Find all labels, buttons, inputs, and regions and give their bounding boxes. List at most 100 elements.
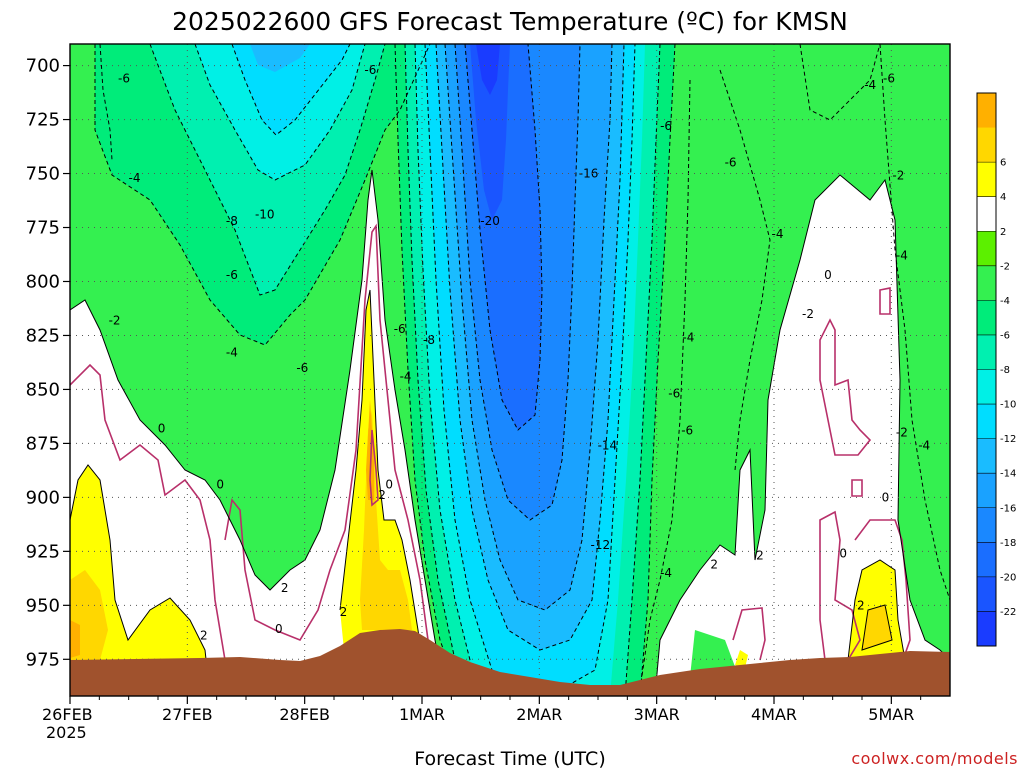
zero-contour-right-d xyxy=(732,607,766,661)
y-tick-label: 925 xyxy=(26,541,60,562)
contour-label: -6 xyxy=(883,72,895,86)
y-tick-label: 700 xyxy=(26,56,60,77)
isotherm-i xyxy=(435,44,625,651)
contour-label: -2 xyxy=(109,313,121,327)
contour-label: -6 xyxy=(364,63,376,77)
x-tick-label: 5MAR xyxy=(868,705,914,724)
contour-label: -4 xyxy=(772,227,784,241)
field-minus24-trough xyxy=(476,44,500,95)
colorbar-swatch xyxy=(977,162,996,198)
colorbar-swatch xyxy=(977,369,996,405)
contour-label: -2 xyxy=(892,169,904,183)
y-tick-label: 725 xyxy=(26,110,60,131)
y-tick-label: 750 xyxy=(26,164,60,185)
contour-label: -6 xyxy=(118,72,130,86)
contour-label: -20 xyxy=(480,214,500,228)
colorbar-label: -16 xyxy=(1000,503,1016,514)
contour-label: -4 xyxy=(918,439,930,453)
isotherm-a xyxy=(94,44,431,346)
colorbar-swatch xyxy=(977,127,996,163)
isotherm-s xyxy=(99,44,113,161)
negative-isotherms xyxy=(94,44,950,696)
colorbar-label: -8 xyxy=(1000,365,1010,376)
y-tick-label: 900 xyxy=(26,487,60,508)
contour-label: 2 xyxy=(378,488,386,502)
contour-label: -8 xyxy=(423,333,435,347)
colorbar-swatch xyxy=(977,231,996,267)
y-tick-label: 850 xyxy=(26,379,60,400)
zero-contour-right-a xyxy=(819,318,872,456)
y-tick-label: 950 xyxy=(26,595,60,616)
colorbar-label: -20 xyxy=(1000,572,1016,583)
contour-label: -14 xyxy=(598,439,618,453)
field-warm4-right xyxy=(862,605,892,650)
x-tick-sublabel: 2025 xyxy=(46,723,87,742)
zero-contour-left xyxy=(70,363,226,661)
isotherm-m xyxy=(639,44,676,696)
positive-isotherms xyxy=(70,169,950,696)
contour-label: 0 xyxy=(385,477,393,491)
credit-link[interactable]: coolwx.com/models xyxy=(851,749,1018,768)
isotherm-b xyxy=(149,44,386,296)
colorbar-label: -4 xyxy=(1000,296,1010,307)
field-minus12-region xyxy=(232,44,350,135)
y-tick-label: 800 xyxy=(26,271,60,292)
contour-labels: -6-4-2-6-8 -10-6-4-600220220-6-8-4-20-16-… xyxy=(109,63,931,643)
colorbar-swatch xyxy=(977,265,996,301)
contour-label: -4 xyxy=(660,566,672,580)
contour-label: 0 xyxy=(275,622,283,636)
y-tick-label: 825 xyxy=(26,325,60,346)
contour-label: -2 xyxy=(896,426,908,440)
field-warm6-spike xyxy=(366,400,374,500)
y-tick-label: 775 xyxy=(26,218,60,239)
colorbar-label: -12 xyxy=(1000,434,1016,445)
colorbar-swatch xyxy=(977,473,996,509)
colorbar-label: 4 xyxy=(1000,192,1006,203)
isotherm-r xyxy=(879,44,950,601)
contour-label: -6 xyxy=(725,156,737,170)
x-axis-title: Forecast Time (UTC) xyxy=(414,748,605,768)
zero-contours xyxy=(70,223,911,661)
contour-label: -4 xyxy=(400,369,412,383)
terrain-surface xyxy=(70,629,950,696)
isotherm-j xyxy=(444,44,613,611)
colorbar-label: -18 xyxy=(1000,538,1016,549)
colorbar-label: -14 xyxy=(1000,469,1016,480)
isotherm-2-spike xyxy=(339,289,423,661)
y-tick-label: 975 xyxy=(26,649,60,670)
isotherm-l xyxy=(464,44,543,431)
contour-label: -4 xyxy=(682,331,694,345)
contour-label: 0 xyxy=(839,547,847,561)
colorbar-label: -10 xyxy=(1000,400,1016,411)
zero-contour-spike-inner xyxy=(369,429,379,507)
contour-label: -4 xyxy=(864,78,876,92)
isotherm-d xyxy=(231,44,351,136)
isotherm-o xyxy=(639,79,691,691)
isotherm-f xyxy=(404,44,471,696)
contour-label: -6 xyxy=(681,423,693,437)
colorbar-swatch xyxy=(977,334,996,370)
colorbar-label: -2 xyxy=(1000,261,1010,272)
y-axis: 700 725 750 775 800 825 850 875 900 925 950 975 xyxy=(26,56,70,670)
isotherm-minus2-right xyxy=(654,174,950,696)
zero-contour-small-2 xyxy=(879,287,891,315)
isotherm-2-right xyxy=(847,559,906,661)
contour-label: -6 xyxy=(394,322,406,336)
contour-label: 2 xyxy=(756,549,764,563)
isotherm-2-left xyxy=(70,464,211,696)
contour-label: 2 xyxy=(200,629,208,643)
contour-label: -12 xyxy=(591,538,611,552)
x-tick-label: 3MAR xyxy=(634,705,680,724)
colorbar-label: -6 xyxy=(1000,330,1010,341)
contour-label: 2 xyxy=(710,557,718,571)
colorbar-swatch xyxy=(977,542,996,578)
colorbar-label: 2 xyxy=(1000,227,1006,238)
contour-label: -8 xyxy=(226,214,238,228)
colorbar-swatch xyxy=(977,404,996,440)
zero-contour-mid xyxy=(224,223,429,641)
contour-label: 0 xyxy=(216,477,224,491)
contour-label: -2 xyxy=(802,307,814,321)
